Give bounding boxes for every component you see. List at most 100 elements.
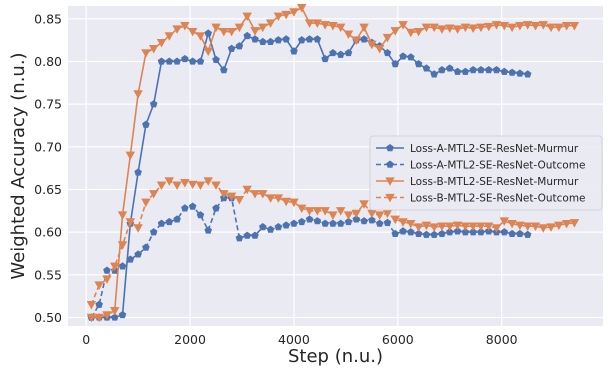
legend-entry: Loss-A-MTL2-SE-ResNet-Murmur bbox=[376, 143, 579, 155]
data-point bbox=[476, 23, 486, 33]
legend-label: Loss-B-MTL2-SE-ResNet-Outcome bbox=[410, 192, 586, 204]
data-point bbox=[211, 181, 221, 191]
data-point bbox=[469, 66, 477, 74]
series-layer bbox=[86, 4, 580, 323]
legend-label: Loss-A-MTL2-SE-ResNet-Outcome bbox=[410, 159, 585, 171]
data-point bbox=[258, 190, 268, 199]
data-point bbox=[430, 230, 438, 238]
data-point bbox=[196, 211, 205, 219]
data-point bbox=[180, 178, 190, 188]
data-point bbox=[508, 229, 516, 238]
data-point bbox=[235, 42, 244, 50]
data-point bbox=[94, 313, 104, 323]
data-point bbox=[336, 50, 345, 58]
data-point bbox=[398, 218, 408, 227]
data-point bbox=[422, 64, 431, 72]
x-tick-label: 2000 bbox=[174, 332, 206, 347]
data-point bbox=[492, 66, 501, 74]
y-tick-label: 0.80 bbox=[34, 54, 62, 69]
data-point bbox=[406, 28, 416, 38]
data-point bbox=[187, 27, 198, 37]
data-point bbox=[250, 27, 260, 36]
data-point bbox=[522, 222, 533, 231]
data-point bbox=[227, 44, 236, 52]
data-point bbox=[204, 226, 213, 234]
data-point bbox=[437, 25, 447, 34]
data-point bbox=[188, 57, 197, 65]
y-tick-label: 0.65 bbox=[34, 182, 62, 197]
data-point bbox=[461, 228, 470, 236]
data-point bbox=[282, 35, 290, 43]
data-point bbox=[141, 198, 151, 208]
data-point bbox=[367, 40, 377, 50]
legend-marker bbox=[385, 193, 395, 203]
data-point bbox=[437, 222, 447, 231]
data-point bbox=[235, 234, 244, 242]
data-point bbox=[500, 228, 509, 236]
data-point bbox=[546, 223, 556, 232]
data-point bbox=[219, 190, 229, 199]
y-tick-label: 0.55 bbox=[34, 267, 62, 282]
data-point bbox=[453, 67, 462, 75]
data-point bbox=[125, 218, 136, 227]
data-point bbox=[320, 21, 330, 30]
x-axis-label: Step (n.u.) bbox=[288, 346, 383, 367]
data-point bbox=[343, 30, 354, 39]
data-point bbox=[157, 219, 166, 227]
data-point bbox=[304, 19, 315, 28]
data-point bbox=[251, 35, 259, 43]
data-point bbox=[421, 221, 432, 231]
data-point bbox=[398, 21, 408, 30]
data-point bbox=[118, 262, 127, 270]
data-point bbox=[477, 66, 485, 74]
data-point bbox=[156, 39, 167, 48]
data-point bbox=[500, 67, 509, 75]
data-point bbox=[399, 52, 407, 60]
data-point bbox=[94, 281, 104, 290]
data-point bbox=[304, 207, 315, 216]
data-point bbox=[516, 69, 524, 77]
data-point bbox=[530, 21, 541, 31]
data-point bbox=[266, 37, 275, 46]
data-point bbox=[391, 60, 400, 68]
data-point bbox=[352, 215, 361, 223]
data-point bbox=[282, 221, 290, 229]
data-point bbox=[142, 243, 150, 251]
data-point bbox=[204, 29, 213, 37]
data-point bbox=[95, 300, 103, 308]
data-point bbox=[226, 27, 237, 37]
legend-entry: Loss-B-MTL2-SE-ResNet-Murmur bbox=[376, 176, 579, 188]
data-point bbox=[383, 218, 392, 226]
data-point bbox=[103, 266, 111, 274]
data-point bbox=[561, 21, 572, 31]
data-point bbox=[86, 313, 97, 323]
data-point bbox=[360, 35, 368, 43]
data-point bbox=[195, 181, 206, 191]
legend-label: Loss-A-MTL2-SE-ResNet-Murmur bbox=[410, 143, 579, 155]
data-point bbox=[133, 224, 143, 233]
x-tick-label: 0 bbox=[82, 332, 90, 347]
data-point bbox=[360, 217, 368, 225]
data-point bbox=[569, 21, 580, 31]
data-point bbox=[265, 19, 276, 28]
data-point bbox=[149, 228, 158, 236]
data-point bbox=[125, 151, 136, 161]
data-point bbox=[148, 45, 159, 54]
data-point bbox=[406, 219, 416, 229]
data-point bbox=[359, 23, 369, 33]
data-point bbox=[102, 275, 112, 284]
data-point bbox=[460, 222, 471, 231]
data-point bbox=[491, 21, 502, 30]
data-point bbox=[491, 224, 502, 233]
data-point bbox=[250, 190, 260, 199]
data-point bbox=[203, 177, 213, 186]
data-point bbox=[157, 57, 166, 65]
data-point bbox=[484, 66, 493, 74]
data-point bbox=[329, 219, 337, 227]
data-point bbox=[134, 168, 142, 176]
data-point bbox=[477, 228, 485, 236]
data-point bbox=[134, 250, 142, 258]
data-point bbox=[414, 229, 423, 238]
data-point bbox=[438, 229, 446, 238]
data-point bbox=[266, 225, 275, 233]
